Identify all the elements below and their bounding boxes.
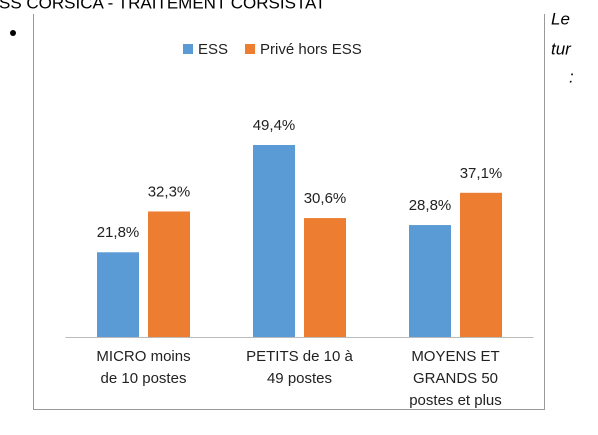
bullet xyxy=(10,30,16,36)
side-text: Le xyxy=(551,9,570,28)
x-tick-label: GRANDS 50 xyxy=(413,370,498,387)
legend-swatch xyxy=(245,44,256,54)
side-text: tur xyxy=(551,39,572,58)
bar xyxy=(97,252,139,337)
bar xyxy=(148,211,190,337)
bar xyxy=(409,225,451,337)
header: SS CORSICA - TRAITEMENT CORSISTAT xyxy=(0,0,326,12)
x-tick-label: de 10 postes xyxy=(101,370,187,387)
legend-label: ESS xyxy=(198,41,228,58)
bar xyxy=(253,145,295,337)
value-label: 28,8% xyxy=(409,197,452,214)
value-label: 49,4% xyxy=(253,117,296,134)
value-label: 21,8% xyxy=(97,224,140,241)
legend-label: Privé hors ESS xyxy=(260,41,362,58)
value-label: 30,6% xyxy=(304,190,347,207)
value-label: 32,3% xyxy=(148,183,191,200)
value-label: 37,1% xyxy=(460,165,503,182)
x-tick-label: MICRO moins xyxy=(96,348,190,365)
bar xyxy=(460,192,502,337)
bar xyxy=(304,218,346,337)
side-text: : xyxy=(569,67,574,86)
x-tick-label: postes et plus xyxy=(409,392,502,409)
x-tick-label: 49 postes xyxy=(267,370,332,387)
legend-swatch xyxy=(183,44,193,54)
x-tick-label: PETITS de 10 à xyxy=(246,348,353,365)
x-tick-label: MOYENS ET xyxy=(411,348,499,365)
